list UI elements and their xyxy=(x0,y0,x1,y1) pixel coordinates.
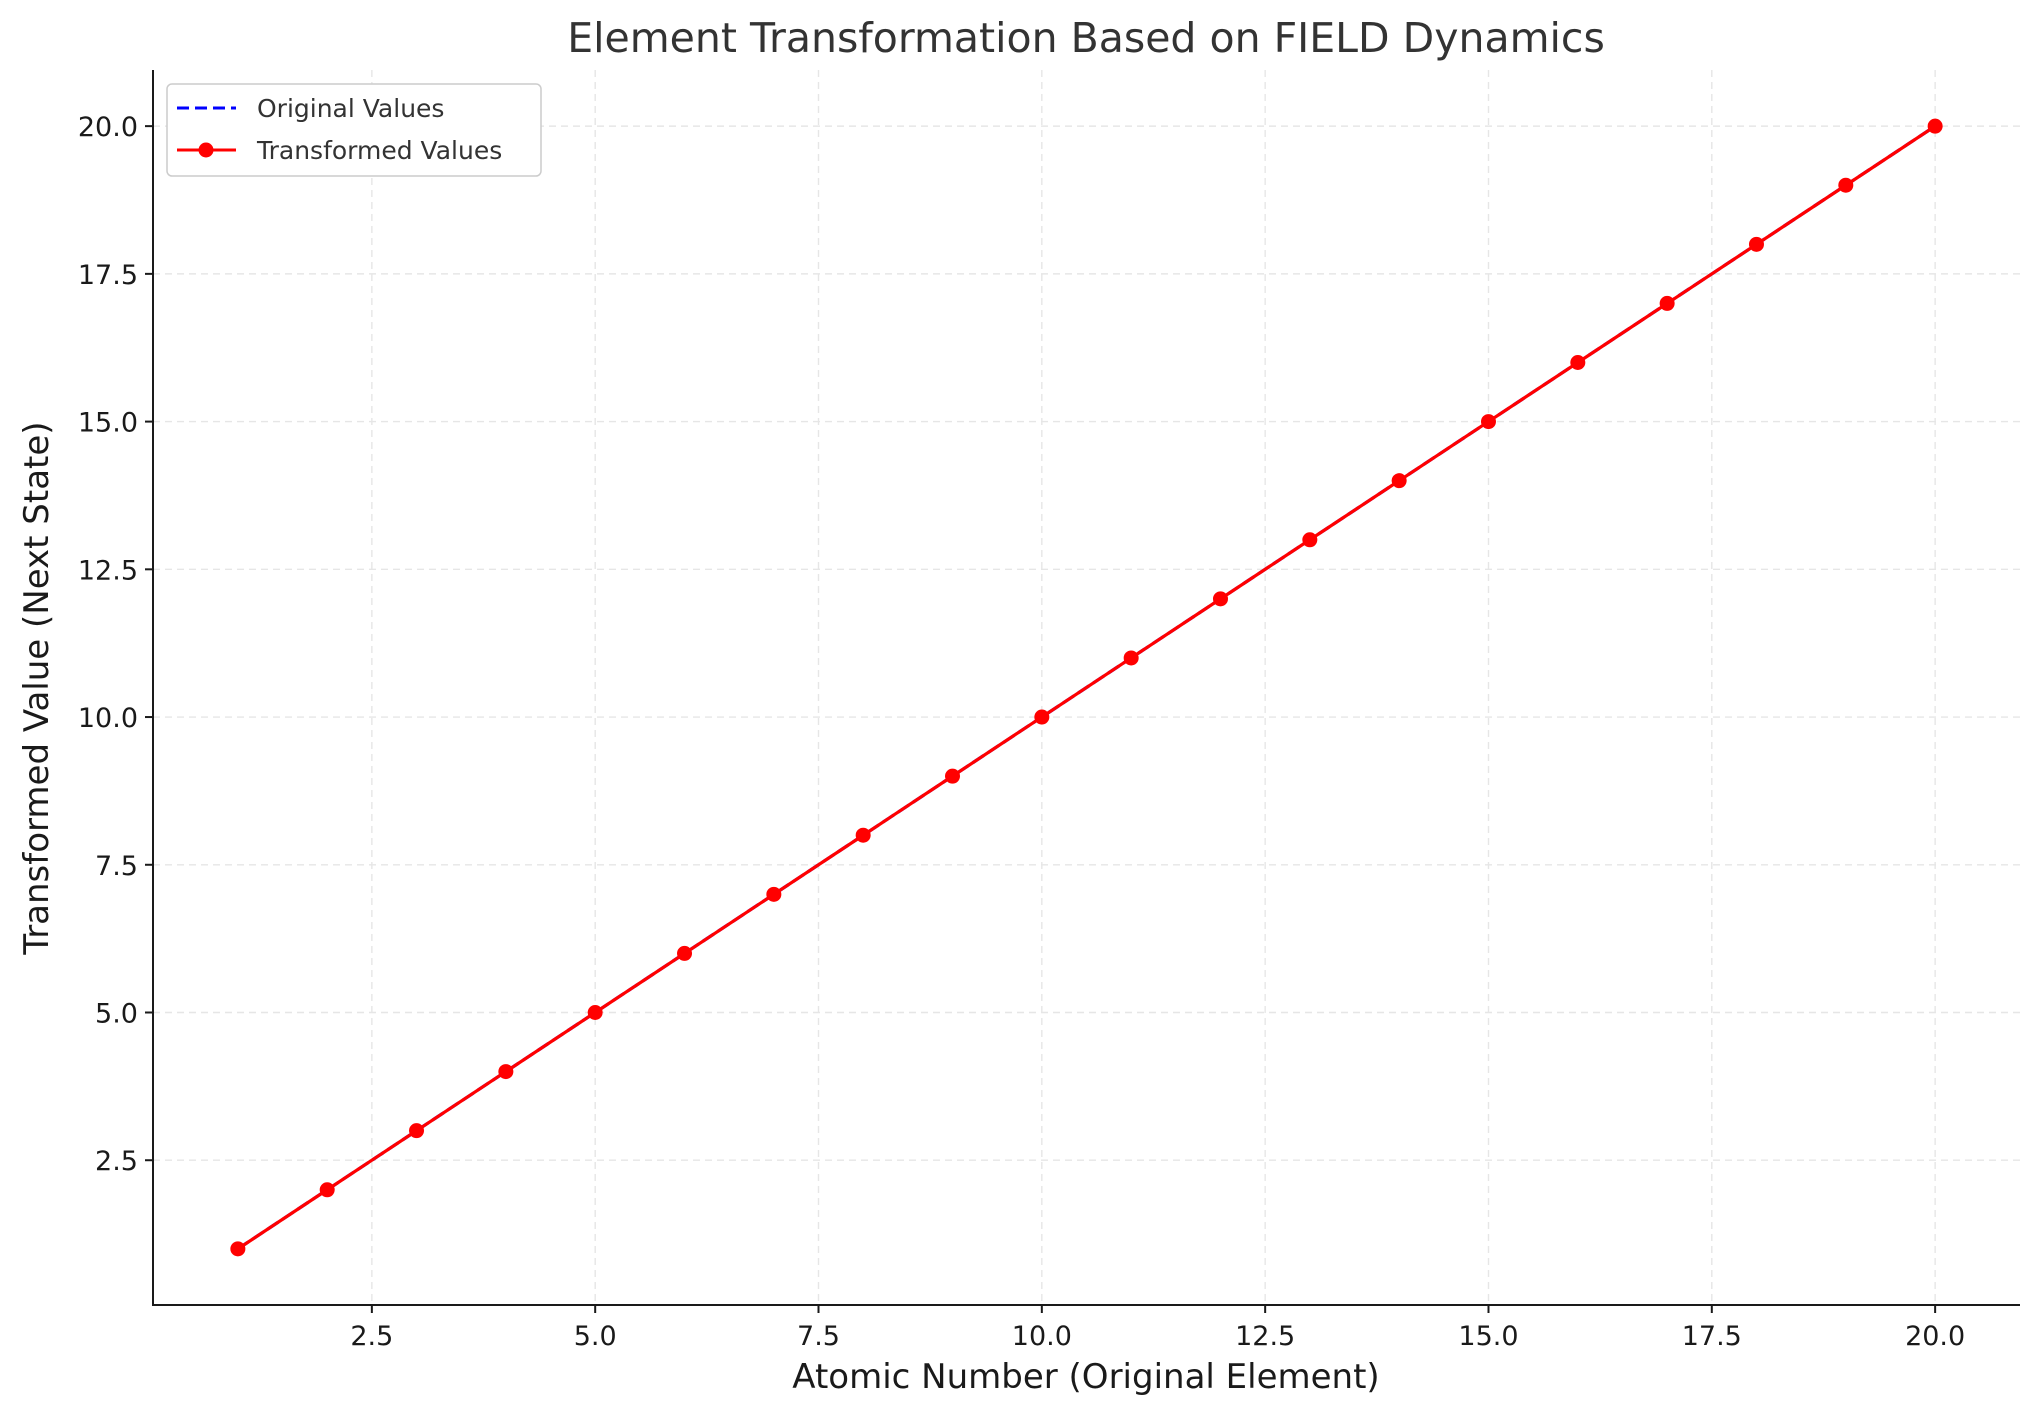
data-point xyxy=(855,827,871,843)
data-point xyxy=(1927,118,1943,134)
y-axis-label: Transformed Value (Next State) xyxy=(17,421,57,955)
y-tick-label: 7.5 xyxy=(95,851,138,882)
data-point xyxy=(1748,236,1764,252)
data-point xyxy=(587,1005,603,1020)
chart-title: Element Transformation Based on FIELD Dy… xyxy=(567,14,1605,62)
x-tick-label: 15.0 xyxy=(1458,1321,1518,1352)
legend-label-transformed: Transformed Values xyxy=(256,136,502,165)
grid xyxy=(153,70,2020,1305)
ticks: 2.5 5.0 7.5 10.0 12.5 15.0 17.5 20.0 2.5 5.0 7.5 10… xyxy=(78,112,1965,1352)
data-point xyxy=(1480,414,1496,430)
data-point xyxy=(766,886,782,902)
x-axis-label: Atomic Number (Original Element) xyxy=(792,1357,1379,1397)
series-line-1 xyxy=(236,124,1937,1251)
y-tick-label: 2.5 xyxy=(95,1146,138,1177)
data-point xyxy=(498,1064,514,1080)
data-point xyxy=(230,1241,246,1257)
series-layer xyxy=(230,118,1943,1257)
x-tick-label: 12.5 xyxy=(1235,1321,1295,1352)
data-point xyxy=(1659,295,1675,311)
data-point xyxy=(1302,532,1318,548)
data-point xyxy=(1391,473,1407,489)
data-point xyxy=(409,1123,425,1139)
x-tick-label: 5.0 xyxy=(574,1321,617,1352)
y-tick-label: 15.0 xyxy=(78,408,138,439)
data-point xyxy=(1212,591,1228,607)
legend-marker-transformed xyxy=(198,142,214,158)
axes xyxy=(152,70,2020,1306)
y-tick-label: 5.0 xyxy=(95,999,138,1030)
legend-label-original: Original Values xyxy=(257,94,444,123)
data-point xyxy=(677,945,693,961)
legend: Original Values Transformed Values xyxy=(166,83,542,177)
x-tick-label: 20.0 xyxy=(1905,1321,1965,1352)
data-point xyxy=(1123,650,1139,666)
y-tick-label: 20.0 xyxy=(78,112,138,143)
y-tick-label: 17.5 xyxy=(78,260,138,291)
x-tick-label: 10.0 xyxy=(1012,1321,1072,1352)
x-tick-label: 17.5 xyxy=(1682,1321,1742,1352)
y-tick-label: 10.0 xyxy=(78,703,138,734)
data-point xyxy=(945,768,961,784)
legend-box xyxy=(166,83,542,177)
data-point xyxy=(1034,709,1050,725)
axes-frame xyxy=(152,70,2020,1306)
data-point xyxy=(1570,355,1586,370)
y-tick-label: 12.5 xyxy=(78,555,138,586)
x-tick-label: 7.5 xyxy=(797,1321,840,1352)
data-point xyxy=(1838,177,1854,193)
data-point xyxy=(319,1182,335,1198)
x-tick-label: 2.5 xyxy=(350,1321,393,1352)
